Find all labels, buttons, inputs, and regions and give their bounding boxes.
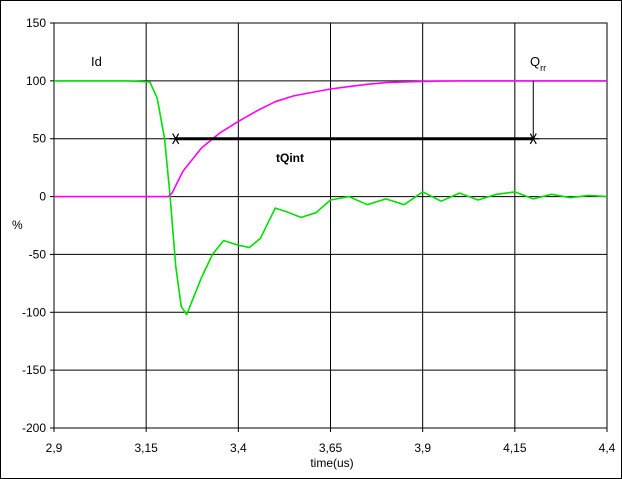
annotations-layer: Id Qrr tQint % time(us) bbox=[12, 54, 546, 470]
y-tick-label: 150 bbox=[26, 16, 46, 30]
y-tick-label: 50 bbox=[33, 132, 47, 146]
x-tick-label: 4,15 bbox=[503, 441, 527, 455]
x-tick-label: 4,4 bbox=[599, 441, 616, 455]
x-tick-label: 3,65 bbox=[319, 441, 343, 455]
asterisk-marker bbox=[169, 133, 182, 145]
y-tick-label: -150 bbox=[22, 363, 46, 377]
x-tick-label: 2,9 bbox=[46, 441, 63, 455]
y-tick-label: -200 bbox=[22, 421, 46, 435]
x-axis-label: time(us) bbox=[310, 456, 353, 470]
y-axis-label: % bbox=[12, 218, 23, 232]
series-line-qrr bbox=[54, 80, 607, 198]
series-layer bbox=[54, 80, 608, 316]
annotation-tqint-label: tQint bbox=[276, 151, 304, 165]
y-tick-label: -100 bbox=[22, 305, 46, 319]
y-tick-label: -50 bbox=[29, 247, 47, 261]
y-tick-label: 0 bbox=[39, 190, 46, 204]
asterisk-stroke bbox=[172, 133, 180, 145]
annotation-id-label: Id bbox=[91, 54, 102, 69]
y-tick-label: 100 bbox=[26, 74, 46, 88]
x-tick-label: 3,4 bbox=[230, 441, 247, 455]
gridlines bbox=[50, 22, 608, 432]
annotation-qrr-label: Qrr bbox=[530, 54, 546, 73]
series-line-id bbox=[54, 80, 608, 316]
x-tick-label: 3,9 bbox=[414, 441, 431, 455]
x-tick-label: 3,15 bbox=[134, 441, 158, 455]
